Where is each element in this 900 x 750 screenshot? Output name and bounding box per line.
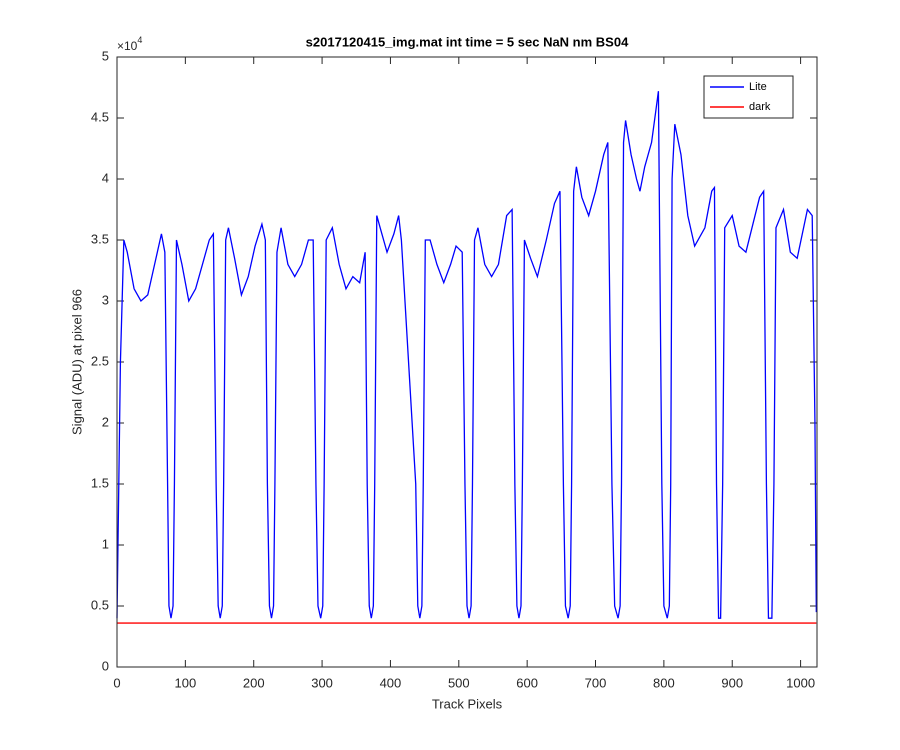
x-tick-label: 0 [113, 675, 120, 690]
y-tick-label: 3 [102, 292, 109, 307]
y-tick-label: 3.5 [91, 231, 109, 246]
legend-box [703, 75, 794, 119]
y-tick-label: 1 [102, 536, 109, 551]
x-tick-label: 200 [243, 675, 265, 690]
x-axis-label: Track Pixels [432, 696, 503, 711]
y-axis-label: Signal (ADU) at pixel 966 [69, 289, 84, 435]
legend: Lite dark [703, 75, 794, 119]
x-tick-label: 100 [175, 675, 197, 690]
x-tick-label: 800 [653, 675, 675, 690]
y-tick-label: 4.5 [91, 109, 109, 124]
data-line [116, 91, 817, 619]
x-tick-label: 400 [380, 675, 402, 690]
x-tick-label: 500 [448, 675, 470, 690]
x-tick-label: 900 [721, 675, 743, 690]
y-tick-label: 0.5 [91, 597, 109, 612]
y-tick-label: 5 [102, 48, 109, 63]
y-tick-label: 2 [102, 414, 109, 429]
legend-label: dark [749, 101, 771, 113]
chart-title: s2017120415_img.mat int time = 5 sec NaN… [306, 34, 629, 49]
y-multiplier-base: ×10 [117, 39, 138, 53]
y-tick-label: 4 [102, 170, 109, 185]
y-tick-label: 2.5 [91, 353, 109, 368]
x-tick-label: 700 [585, 675, 607, 690]
y-multiplier: ×104 [117, 35, 142, 53]
x-tick-label: 300 [311, 675, 333, 690]
plot-frame [116, 56, 818, 668]
plot-area [117, 57, 817, 667]
y-tick-label: 1.5 [91, 475, 109, 490]
y-tick-label: 0 [102, 658, 109, 673]
y-multiplier-exponent: 4 [137, 35, 142, 45]
x-tick-label: 1000 [786, 675, 815, 690]
legend-label: Lite [749, 81, 767, 93]
x-tick-label: 600 [516, 675, 538, 690]
